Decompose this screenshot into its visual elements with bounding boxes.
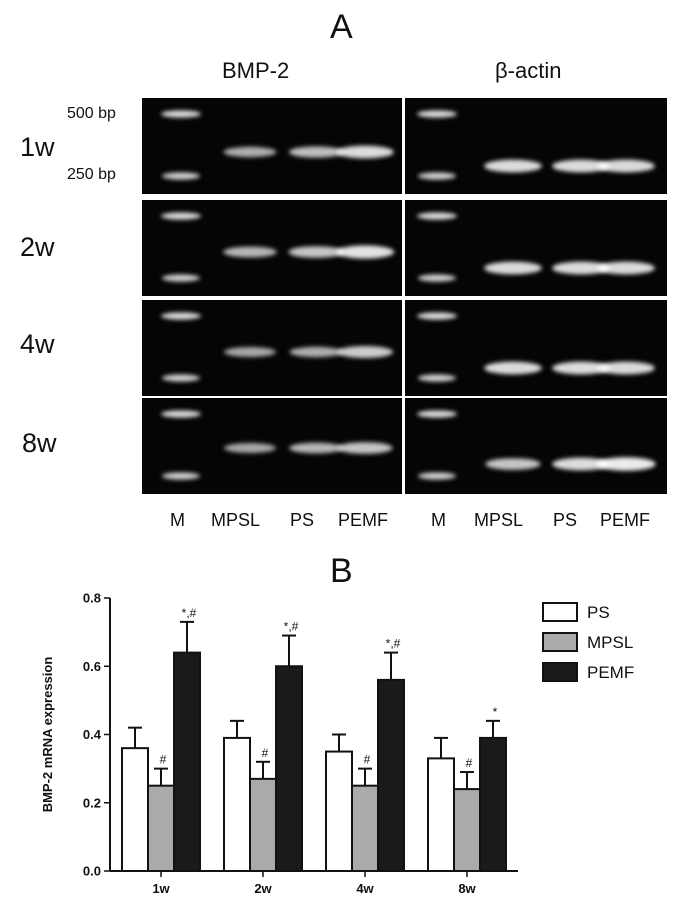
gel-images	[142, 98, 667, 494]
sample-band-actin-ps	[552, 261, 610, 275]
sample-band-actin-ps	[552, 361, 610, 375]
y-tick-label: 0.6	[83, 659, 101, 674]
lane-label-mpsl-actin: MPSL	[474, 510, 524, 530]
x-tick-label-4w: 4w	[356, 881, 374, 896]
marker-band-500bp	[161, 110, 201, 118]
sample-band-actin-pemf	[597, 361, 655, 375]
bar-pemf-8w	[479, 736, 507, 872]
sample-band-actin-pemf	[597, 159, 655, 173]
x-tick-label-1w: 1w	[152, 881, 170, 896]
week-label-1w: 1w	[20, 132, 55, 162]
sample-band-actin-mpsl	[484, 159, 542, 173]
sample-band-actin-pemf	[596, 457, 656, 471]
sample-band-bmp2-pemf	[335, 245, 395, 259]
marker-band-250bp	[418, 172, 456, 180]
marker-band-500bp	[417, 212, 457, 220]
size-marker-500bp: 500 bp	[67, 105, 116, 122]
sample-band-actin-pemf	[597, 261, 655, 275]
sample-band-bmp2-ps	[288, 146, 344, 158]
bar-mpsl-4w	[351, 784, 379, 872]
marker-band-500bp	[417, 312, 457, 320]
lane-label-pemf-actin: PEMF	[600, 510, 651, 530]
bar-ps-8w	[427, 757, 455, 873]
y-tick-label: 0.4	[83, 727, 102, 742]
significance-mark-pemf-2w: *,#	[284, 620, 299, 634]
sample-band-bmp2-mpsl	[224, 443, 276, 453]
marker-band-250bp	[418, 472, 456, 480]
marker-band-250bp	[162, 172, 200, 180]
bar-ps-2w	[223, 736, 251, 872]
bar-ps-4w	[325, 750, 353, 872]
marker-band-500bp	[417, 410, 457, 418]
sample-band-actin-mpsl	[485, 458, 541, 470]
panel-a-letter: A	[330, 8, 353, 46]
sample-band-actin-ps	[552, 457, 610, 471]
marker-band-250bp	[162, 274, 200, 282]
marker-band-250bp	[162, 472, 200, 480]
sample-band-bmp2-mpsl	[223, 246, 277, 258]
sample-band-bmp2-pemf	[337, 346, 393, 358]
legend-swatch-mpsl	[542, 632, 578, 652]
size-marker-250bp: 250 bp	[67, 166, 116, 183]
marker-band-250bp	[162, 374, 200, 382]
panel-b-letter: B	[330, 552, 353, 590]
y-tick-label: 0.8	[83, 591, 101, 606]
bar-pemf-4w	[377, 678, 405, 873]
marker-band-500bp	[417, 110, 457, 118]
lane-label-ps-bmp2: PS	[290, 510, 315, 530]
week-label-8w: 8w	[22, 428, 57, 458]
significance-mark-mpsl-1w: #	[160, 753, 167, 767]
lane-label-m-actin: M	[431, 510, 446, 530]
sample-band-actin-ps	[552, 159, 610, 173]
bmp2-gel-title: BMP-2	[222, 58, 290, 83]
sample-band-actin-mpsl	[484, 361, 542, 375]
legend-swatch-pemf	[542, 662, 578, 682]
bar-mpsl-8w	[453, 788, 481, 872]
significance-mark-pemf-4w: *,#	[386, 637, 401, 651]
y-axis-label: BMP-2 mRNA expression	[40, 657, 55, 813]
sample-band-bmp2-ps	[288, 246, 344, 258]
legend-swatch-ps	[542, 602, 578, 622]
legend-label-pemf: PEMF	[587, 663, 634, 682]
significance-mark-pemf-8w: *	[493, 705, 498, 719]
bar-pemf-2w	[275, 665, 303, 872]
lane-label-ps-actin: PS	[553, 510, 578, 530]
marker-band-500bp	[161, 212, 201, 220]
week-label-2w: 2w	[20, 232, 55, 262]
legend-label-mpsl: MPSL	[587, 633, 633, 652]
significance-mark-mpsl-8w: #	[466, 756, 473, 770]
sample-band-bmp2-pemf	[336, 145, 394, 159]
significance-mark-pemf-1w: *,#	[182, 606, 197, 620]
sample-band-bmp2-ps	[289, 442, 343, 454]
marker-band-250bp	[418, 374, 456, 382]
significance-mark-mpsl-2w: #	[262, 746, 269, 760]
marker-band-500bp	[161, 312, 201, 320]
sample-band-bmp2-ps	[289, 346, 343, 358]
significance-mark-mpsl-4w: #	[364, 753, 371, 767]
sample-band-bmp2-pemf	[337, 442, 393, 454]
sample-band-bmp2-mpsl	[223, 146, 277, 158]
bar-mpsl-2w	[249, 777, 277, 872]
week-label-4w: 4w	[20, 329, 55, 359]
lane-label-mpsl-bmp2: MPSL	[211, 510, 261, 530]
bar-mpsl-1w	[147, 784, 175, 872]
y-tick-label: 0.2	[83, 795, 101, 810]
lane-label-pemf-bmp2: PEMF	[338, 510, 389, 530]
lane-label-m-bmp2: M	[170, 510, 185, 530]
marker-band-500bp	[161, 410, 201, 418]
actin-gel-title: β-actin	[495, 58, 562, 83]
x-tick-label-2w: 2w	[254, 881, 272, 896]
marker-band-250bp	[418, 274, 456, 282]
bar-ps-1w	[121, 747, 149, 873]
bar-pemf-1w	[173, 651, 201, 872]
x-tick-label-8w: 8w	[458, 881, 476, 896]
sample-band-actin-mpsl	[484, 261, 542, 275]
legend-label-ps: PS	[587, 603, 610, 622]
y-tick-label: 0.0	[83, 864, 101, 879]
sample-band-bmp2-mpsl	[224, 347, 276, 357]
